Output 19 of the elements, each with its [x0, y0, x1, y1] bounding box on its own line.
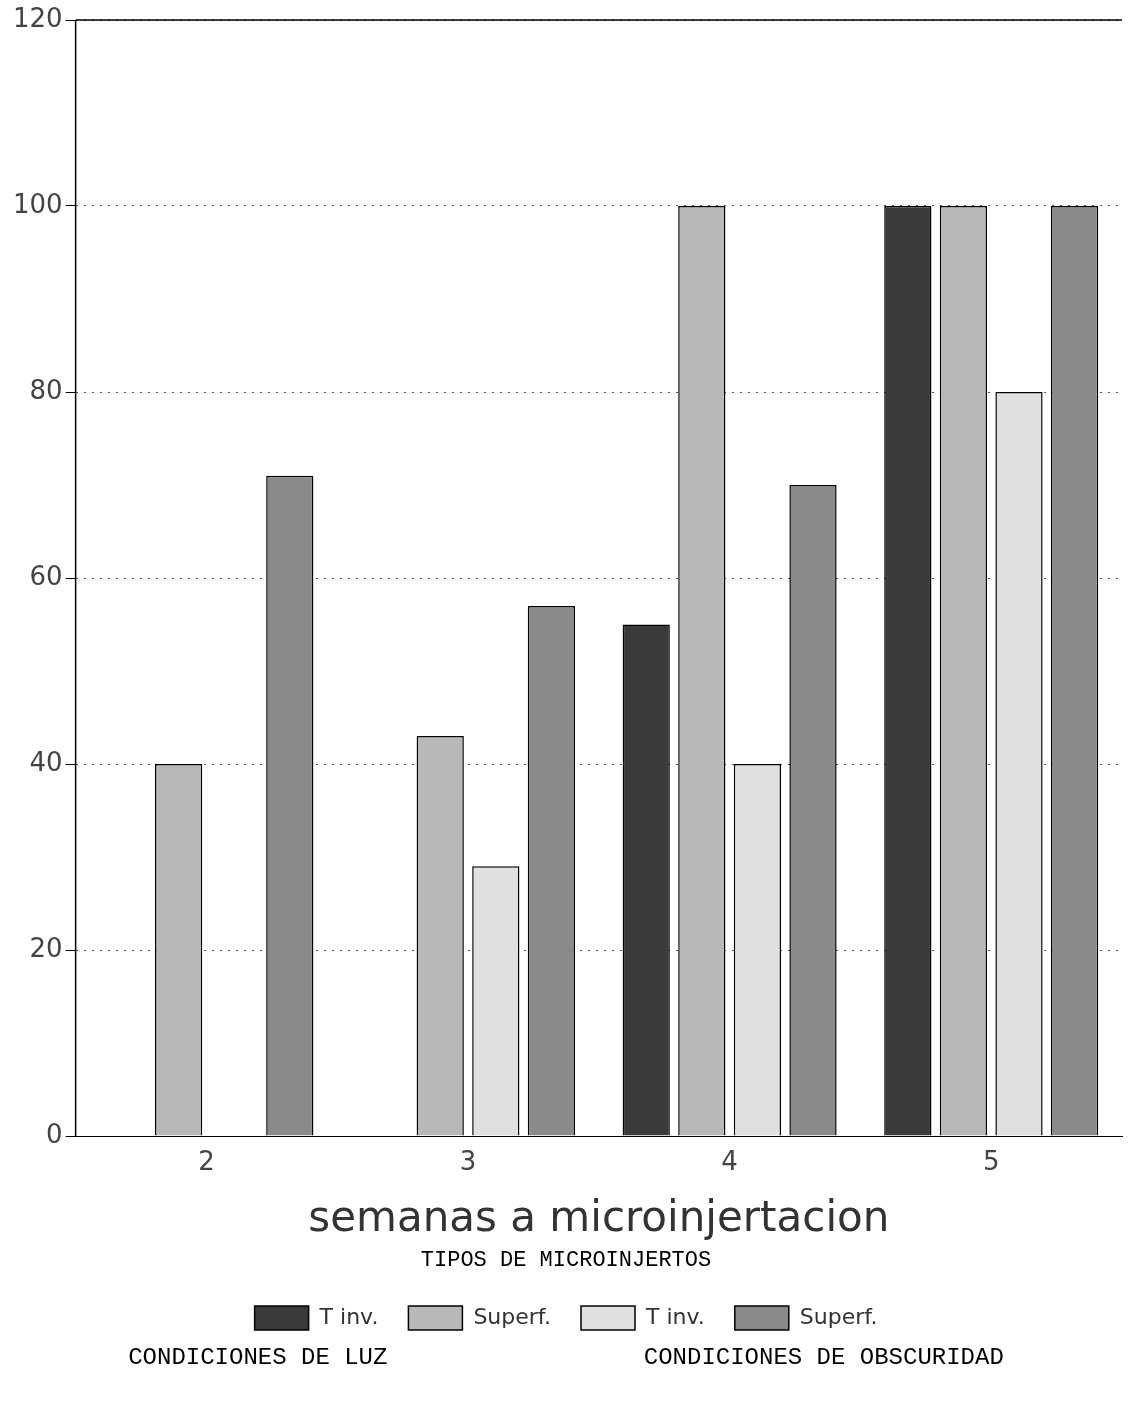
y-tick-label: 100 [12, 188, 63, 219]
x-tick-label: 2 [198, 1146, 215, 1177]
x-tick-label: 3 [459, 1146, 477, 1177]
legend-label: Superf. [473, 1303, 551, 1329]
legend-label: T inv. [645, 1303, 705, 1329]
legend-label: Superf. [799, 1303, 878, 1329]
y-tick-label: 0 [46, 1118, 63, 1149]
x-axis-title: semanas a microinjertacion [308, 1192, 890, 1242]
legend-title: TIPOS DE MICROINJERTOS [420, 1248, 712, 1274]
text: CONDICIONES DE OBSCURIDAD [643, 1344, 1004, 1371]
y-tick-label: 40 [29, 746, 63, 777]
x-tick-label: 5 [982, 1146, 1000, 1177]
text: CONDICIONES DE LUZ [128, 1344, 388, 1371]
x-tick-label: 4 [721, 1146, 738, 1177]
y-tick-label: 60 [29, 560, 63, 591]
y-tick-label: 20 [29, 932, 63, 963]
y-tick-label: 120 [12, 2, 63, 33]
y-tick-label: 80 [29, 374, 63, 405]
legend-label: T inv. [318, 1303, 379, 1329]
